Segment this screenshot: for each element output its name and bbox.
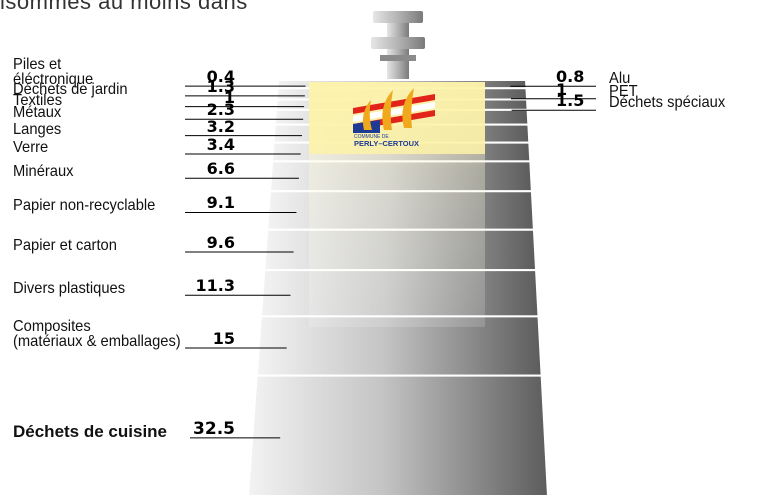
category-label: Minéraux xyxy=(13,163,74,181)
logo-line1: COMMUNE DE xyxy=(354,134,389,140)
value-label: 3.4 xyxy=(206,134,235,154)
logo-flag-stripes xyxy=(353,94,435,133)
category-label: Déchets de cuisine xyxy=(13,421,168,441)
valve-ring xyxy=(380,55,416,61)
category-label: Langes xyxy=(13,120,62,138)
logo-line2: PERLY–CERTOUX xyxy=(354,139,419,148)
perly-certoux-logo: COMMUNE DE PERLY–CERTOUX xyxy=(309,82,485,154)
wheat-icon xyxy=(362,88,414,130)
value-label-right: 1 xyxy=(556,79,568,99)
value-label: 0.4 xyxy=(206,67,235,87)
category-label-right: PET xyxy=(609,82,638,100)
category-label: Piles et éléctronique xyxy=(13,56,94,89)
category-label: Papier non-recyclable xyxy=(13,197,156,215)
value-label: 2.3 xyxy=(206,100,235,120)
category-label: Verre xyxy=(13,138,49,156)
value-label: 32.5 xyxy=(193,418,235,439)
value-label-right: 1.5 xyxy=(556,91,585,111)
valve-cap xyxy=(373,11,423,23)
value-label: 9.1 xyxy=(206,193,235,213)
bag-band xyxy=(246,374,550,497)
value-label-right: 0.8 xyxy=(556,67,585,87)
category-label-right: Déchets spéciaux xyxy=(609,94,726,112)
valve-stem xyxy=(387,22,409,82)
category-label: Divers plastiques xyxy=(13,280,126,298)
intro-text: isommes au moins dans xyxy=(0,0,248,14)
value-label: 1 xyxy=(223,87,235,107)
category-label: Papier et carton xyxy=(13,236,117,254)
bag-valve xyxy=(371,11,425,82)
value-label: 9.6 xyxy=(206,232,235,252)
value-label: 6.6 xyxy=(206,159,235,179)
value-label: 3.2 xyxy=(206,116,235,136)
leader-lines xyxy=(185,85,596,439)
category-label: Composites (matériaux & emballages) xyxy=(13,318,181,351)
category-label-right: Alu xyxy=(609,70,631,88)
category-label: Déchets de jardin xyxy=(13,80,128,98)
value-label: 1.3 xyxy=(206,76,235,96)
value-label: 15 xyxy=(212,329,235,349)
category-label: Métaux xyxy=(13,104,62,122)
value-label: 11.3 xyxy=(195,276,235,296)
category-label: Textiles xyxy=(13,91,63,109)
valve-nut xyxy=(371,37,425,49)
